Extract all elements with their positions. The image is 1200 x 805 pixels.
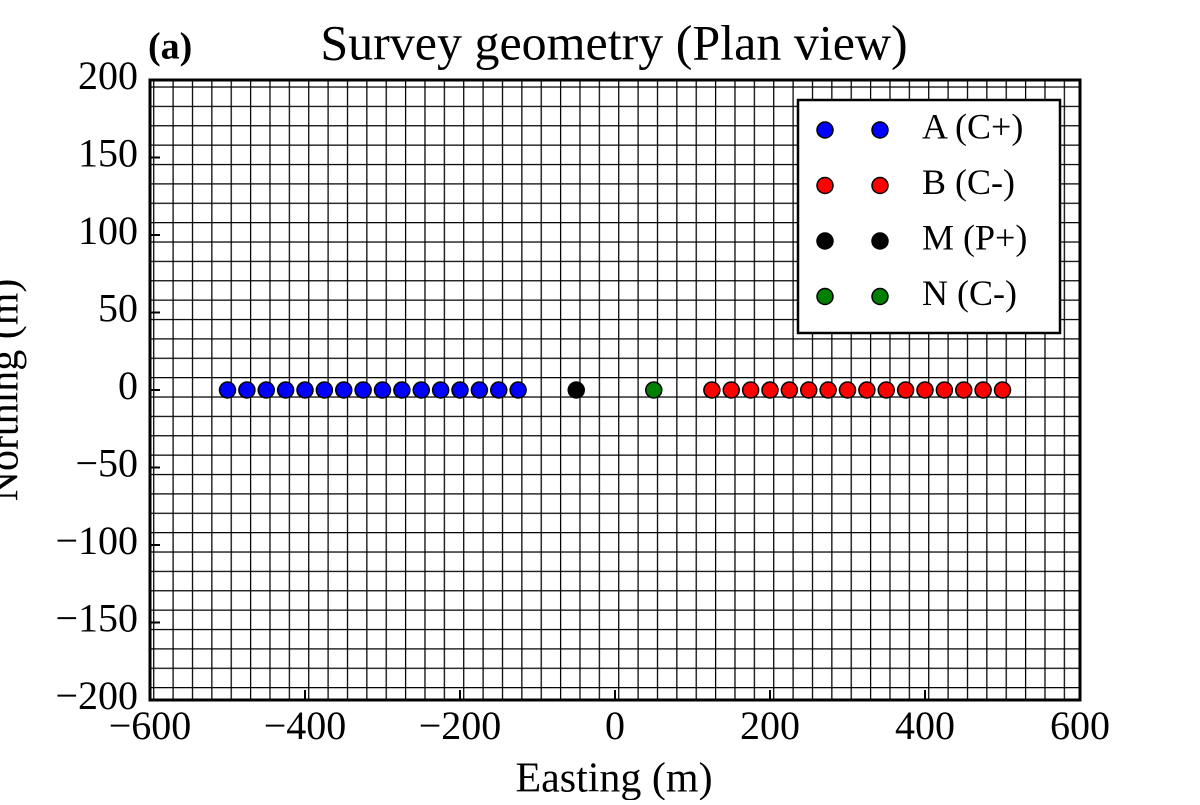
legend-label: M (P+) — [922, 217, 1027, 257]
y-tick-label: 200 — [78, 53, 138, 98]
point — [218, 381, 237, 399]
legend-label: N (C-) — [922, 273, 1017, 313]
y-tick-label: −200 — [55, 673, 138, 718]
point — [567, 381, 585, 399]
y-tick-label: 100 — [78, 208, 138, 253]
legend-marker — [816, 176, 834, 195]
point — [257, 381, 275, 399]
point — [916, 381, 934, 399]
point — [896, 381, 915, 399]
chart-title: Survey geometry (Plan view) — [320, 14, 907, 70]
legend-marker — [816, 287, 834, 306]
point — [780, 381, 799, 399]
x-axis-label: Easting (m) — [515, 756, 712, 800]
point — [490, 381, 508, 399]
y-tick-label: 150 — [78, 131, 138, 176]
y-tick-label: −50 — [75, 441, 138, 486]
x-tick-label: 0 — [605, 703, 625, 748]
point — [238, 381, 256, 399]
point — [431, 381, 450, 399]
point — [393, 381, 411, 399]
point — [335, 381, 353, 399]
point — [819, 381, 837, 399]
point — [838, 381, 857, 399]
point — [741, 381, 760, 399]
y-tick-label: 0 — [118, 363, 138, 408]
point — [276, 381, 295, 399]
legend-marker — [871, 287, 889, 306]
point — [451, 381, 469, 399]
point — [877, 381, 895, 399]
point — [470, 381, 489, 399]
point — [974, 381, 992, 399]
legend-marker — [871, 176, 889, 195]
point — [373, 381, 392, 399]
point — [722, 381, 740, 399]
y-tick-label: 50 — [98, 286, 138, 331]
y-axis-label: Northing (m) — [0, 279, 28, 502]
x-tick-label: −600 — [109, 703, 192, 748]
legend-label: B (C-) — [922, 162, 1015, 202]
point — [412, 381, 430, 399]
legend-box — [796, 98, 1062, 335]
point — [354, 381, 372, 399]
legend-marker — [816, 121, 834, 139]
point — [296, 381, 314, 399]
legend-label: A (C+) — [922, 106, 1023, 146]
point — [955, 381, 973, 399]
x-tick-label: −200 — [419, 703, 502, 748]
point — [761, 381, 779, 399]
x-tick-label: 200 — [740, 703, 800, 748]
x-tick-label: −400 — [264, 703, 347, 748]
legend-marker — [871, 121, 889, 139]
point — [703, 381, 721, 399]
point — [993, 381, 1012, 399]
point — [509, 381, 527, 399]
point — [935, 381, 954, 399]
x-tick-label: 600 — [1050, 703, 1110, 748]
point — [645, 381, 663, 399]
point — [858, 381, 876, 399]
y-tick-label: −150 — [55, 596, 138, 641]
legend-marker — [816, 232, 834, 250]
legend-marker — [871, 232, 889, 250]
point — [315, 381, 334, 399]
panel-label: (a) — [148, 26, 192, 68]
x-tick-label: 400 — [895, 703, 955, 748]
y-tick-label: −100 — [55, 518, 138, 563]
point — [800, 381, 818, 399]
